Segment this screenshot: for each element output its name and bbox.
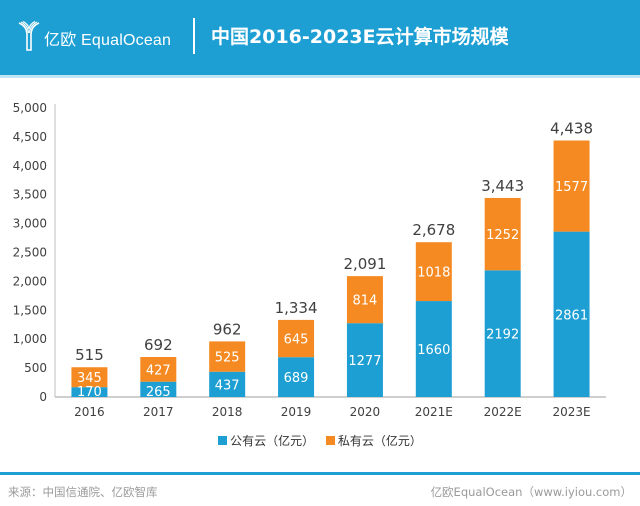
bar-private-cloud: [346, 276, 383, 324]
header-banner: 亿欧 EqualOcean 中国2016-2023E云计算市场规模: [0, 0, 640, 75]
segment-label-private-cloud: 525: [215, 351, 240, 366]
bar-private-cloud: [484, 197, 521, 271]
y-tick-label: 500: [24, 361, 47, 375]
segment-label-public-cloud: 2192: [486, 328, 519, 343]
y-tick-label: 3,500: [13, 188, 47, 202]
bar-private-cloud: [553, 140, 590, 232]
total-label: 3,443: [481, 177, 524, 195]
bar-public-cloud: [140, 381, 177, 397]
legend-item-public-cloud: 公有云（亿元）: [218, 432, 314, 449]
x-tick-label: 2023E: [553, 405, 591, 419]
bar-private-cloud: [415, 242, 452, 302]
brand-name: 亿欧 EqualOcean: [44, 32, 172, 49]
bar-public-cloud: [278, 357, 315, 397]
header-divider: [193, 18, 195, 54]
x-tick-label: 2018: [212, 405, 243, 419]
segment-label-private-cloud: 1577: [555, 180, 588, 195]
total-label: 2,678: [412, 221, 455, 239]
y-tick-label: 3,000: [13, 217, 47, 231]
total-label: 1,334: [275, 299, 318, 317]
y-tick-label: 1,500: [13, 303, 47, 317]
legend-label-public-cloud: 公有云（亿元）: [230, 434, 315, 448]
segment-label-public-cloud: 1277: [348, 354, 381, 369]
page-title: 中国2016-2023E云计算市场规模: [211, 26, 509, 48]
bar-private-cloud: [209, 341, 246, 372]
bar-public-cloud: [209, 371, 246, 397]
bar-private-cloud: [278, 319, 315, 358]
y-tick-label: 5,000: [13, 101, 47, 115]
legend: 公有云（亿元） 私有云（亿元）: [0, 432, 640, 449]
y-tick-label: 4,000: [13, 159, 47, 173]
y-tick-label: 1,000: [13, 332, 47, 346]
segment-label-public-cloud: 1660: [417, 343, 450, 358]
total-label: 692: [144, 336, 173, 354]
y-tick-label: 4,500: [13, 130, 47, 144]
bars: [71, 140, 590, 397]
total-label: 2,091: [343, 255, 386, 273]
total-label: 4,438: [550, 119, 593, 137]
x-tick-label: 2017: [143, 405, 174, 419]
bar-private-cloud: [71, 367, 108, 388]
segment-label-public-cloud: 689: [284, 371, 309, 386]
source-note: 来源：中国信通院、亿欧智库: [8, 485, 158, 499]
x-axis: 2016 2017 2018 2019 2020 2021E 2022E 2023E: [55, 396, 606, 419]
x-tick-label: 2020: [350, 405, 381, 419]
bar-private-cloud: [140, 357, 177, 382]
segment-label-public-cloud: 437: [215, 378, 240, 393]
segment-label-private-cloud: 1252: [486, 228, 519, 243]
segment-label-public-cloud: 265: [146, 385, 171, 400]
segment-label-private-cloud: 1018: [417, 266, 450, 281]
legend-label-private-cloud: 私有云（亿元）: [337, 434, 422, 448]
bar-public-cloud: [484, 270, 521, 397]
total-label: 515: [75, 346, 104, 364]
y-tick-label: 0: [39, 390, 47, 404]
segment-label-public-cloud: 2861: [555, 308, 588, 323]
legend-swatch-public-cloud: [218, 436, 228, 445]
y-tick-label: 2,500: [13, 246, 47, 260]
segment-label-private-cloud: 814: [353, 294, 378, 309]
total-label: 962: [213, 320, 242, 338]
x-tick-label: 2016: [74, 405, 105, 419]
segment-label-private-cloud: 645: [284, 333, 309, 348]
bar-public-cloud: [553, 231, 590, 397]
stacked-bar-chart: 0 500 1,000 1,500 2,000 2,500 3,000 3,500 4,000 4…: [13, 101, 606, 419]
bar-public-cloud: [346, 323, 383, 397]
segment-label-private-cloud: 427: [146, 363, 171, 378]
y-tick-label: 2,000: [13, 274, 47, 288]
header-accent-strip: [0, 75, 640, 78]
y-axis: 0 500 1,000 1,500 2,000 2,500 3,000 3,500 4,000 4…: [13, 101, 56, 404]
x-tick-label: 2021E: [415, 405, 453, 419]
segment-label-public-cloud: 170: [77, 385, 102, 400]
bar-public-cloud: [71, 387, 108, 397]
legend-swatch-private-cloud: [325, 436, 335, 445]
equalocean-logo-icon: [18, 21, 40, 51]
credit-note: 亿欧EqualOcean（www.iyiou.com）: [430, 485, 632, 499]
legend-item-private-cloud: 私有云（亿元）: [325, 432, 422, 449]
x-tick-label: 2019: [281, 405, 312, 419]
segment-label-private-cloud: 345: [77, 371, 102, 386]
bar-public-cloud: [415, 301, 452, 397]
footer-divider: [0, 472, 640, 475]
x-tick-label: 2022E: [484, 405, 522, 419]
